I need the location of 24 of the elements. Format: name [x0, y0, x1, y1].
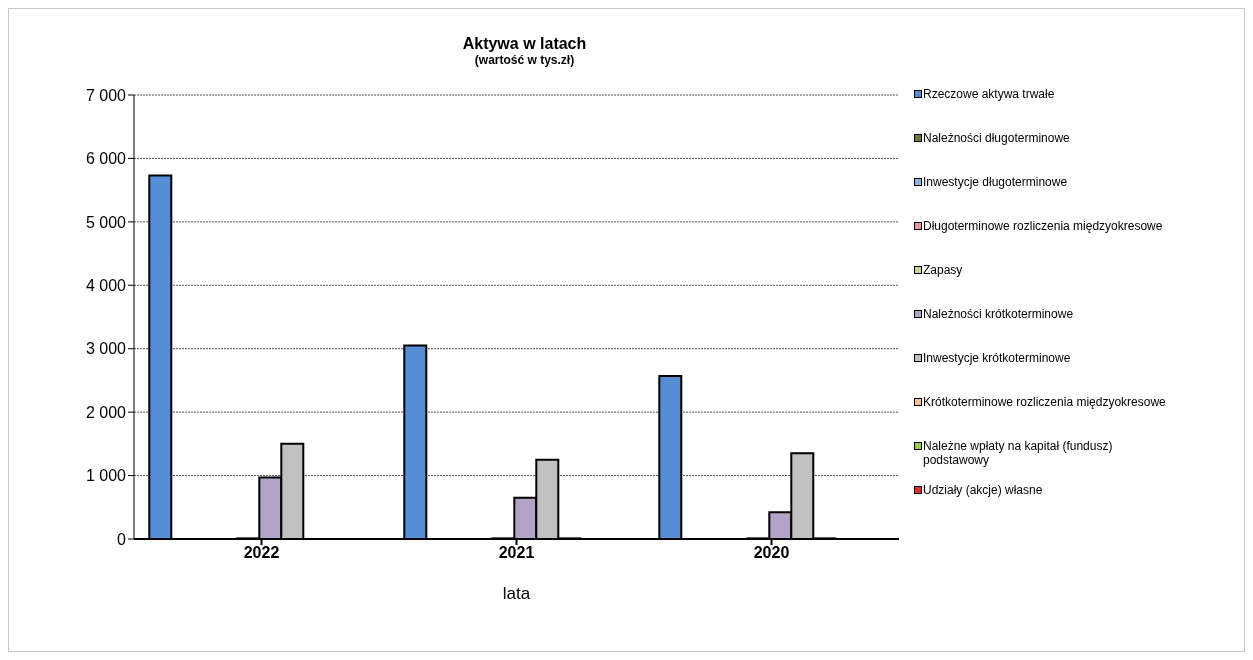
x-tick-label: 2021	[498, 544, 535, 562]
legend-label: Krótkoterminowe rozliczenia międzyokresowe	[923, 395, 1166, 409]
legend-label: Inwestycje długoterminowe	[923, 175, 1068, 189]
x-tick-label: 2020	[753, 544, 790, 562]
y-tick-label: 4 000	[85, 276, 127, 294]
y-tick-label: 3 000	[85, 340, 127, 358]
chart-title: Aktywa w latach	[461, 35, 588, 53]
legend-label: Należne wpłaty na kapitał (fundusz) podstawowy	[923, 439, 1114, 467]
legend-label: Rzeczowe aktywa trwałe	[923, 87, 1055, 101]
y-tick-label: 6 000	[85, 150, 127, 168]
y-tick-label: 1 000	[85, 467, 127, 485]
legend-label: Długoterminowe rozliczenia międzyokresowe	[923, 219, 1163, 233]
legend-label: Zapasy	[923, 263, 963, 277]
x-axis-title: lata	[502, 584, 531, 603]
legend-label: Inwestycje krótkoterminowe	[923, 351, 1071, 365]
y-tick-label: 0	[117, 530, 127, 548]
y-tick-label: 5 000	[85, 213, 127, 231]
legend-label: Należności krótkoterminowe	[923, 307, 1074, 321]
y-tick-label: 7 000	[85, 86, 127, 104]
legend-label: Udziały (akcje) własne	[923, 483, 1043, 497]
x-tick-label: 2022	[243, 544, 280, 562]
y-tick-label: 2 000	[85, 403, 127, 421]
legend-label: Należności długoterminowe	[923, 131, 1070, 145]
chart-subtitle: (wartość w tys.zł)	[473, 53, 576, 67]
